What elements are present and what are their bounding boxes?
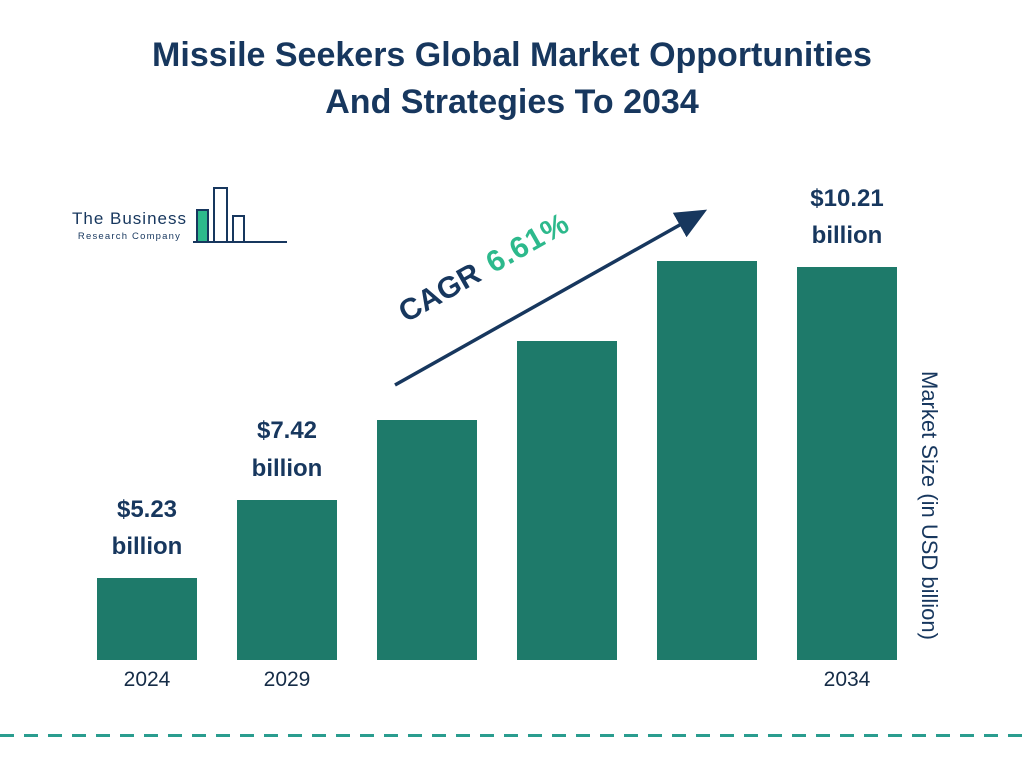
company-logo-text: The Business Research Company bbox=[72, 209, 187, 248]
page-title-line1: Missile Seekers Global Market Opportunit… bbox=[152, 36, 872, 74]
bar-value-unit: billion bbox=[811, 222, 883, 250]
x-axis-label-2034: 2034 bbox=[823, 668, 871, 691]
bar-value-label-2034: $10.21 billion bbox=[810, 180, 883, 254]
bar-value-label-2024: $5.23 billion bbox=[112, 491, 183, 565]
x-axis-label-2029: 2029 bbox=[263, 668, 311, 691]
bottom-dashed-divider bbox=[0, 734, 1024, 737]
bar-column-2024: $5.23 billion 2024 bbox=[97, 180, 197, 691]
bar-2029 bbox=[237, 499, 337, 660]
bar-column-interim-1 bbox=[377, 180, 477, 660]
bar-column-2034: $10.21 billion 2034 bbox=[797, 180, 897, 691]
company-logo-name: The Business bbox=[72, 209, 187, 228]
bar-value-amount: $10.21 bbox=[810, 185, 884, 212]
bar-2034 bbox=[797, 267, 897, 660]
page-title: Missile Seekers Global Market Opportunit… bbox=[0, 32, 1024, 126]
bar-interim-3 bbox=[657, 261, 757, 660]
bar-chart: $5.23 billion 2024 $7.42 billion 2029 $1… bbox=[97, 180, 897, 691]
bar-value-label-2029: $7.42 billion bbox=[252, 412, 323, 486]
bar-value-unit: billion bbox=[251, 454, 323, 482]
bar-interim-2 bbox=[517, 341, 617, 660]
bar-interim-1 bbox=[377, 420, 477, 660]
bar-column-2029: $7.42 billion 2029 bbox=[237, 180, 337, 691]
company-logo-subname: Research Company bbox=[77, 231, 182, 242]
bar-column-interim-3 bbox=[657, 180, 757, 660]
bar-value-amount: $5.23 bbox=[116, 495, 178, 523]
bar-chart-logo-icon bbox=[193, 187, 287, 243]
company-logo: The Business Research Company bbox=[72, 182, 289, 248]
bar-column-interim-2 bbox=[517, 180, 617, 660]
x-axis-label-2024: 2024 bbox=[123, 668, 171, 691]
y-axis-label: Market Size (in USD billion) bbox=[917, 370, 942, 640]
bar-value-unit: billion bbox=[111, 532, 183, 560]
page-title-line2: And Strategies To 2034 bbox=[325, 82, 699, 121]
bar-value-amount: $7.42 bbox=[256, 417, 318, 445]
bar-2024 bbox=[97, 577, 197, 660]
